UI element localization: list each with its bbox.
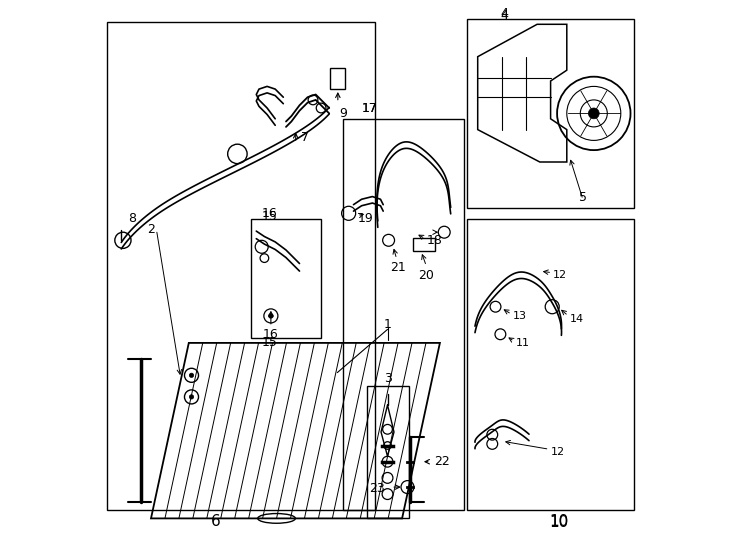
Text: 1: 1 [384,318,391,330]
Text: 19: 19 [357,212,373,225]
Text: 17: 17 [362,102,377,114]
Circle shape [268,313,274,319]
Text: 14: 14 [570,314,584,323]
Text: 2: 2 [147,223,155,236]
Text: 18: 18 [426,234,443,247]
Text: 4: 4 [501,7,509,20]
Text: 16: 16 [262,207,277,220]
Text: 10: 10 [549,515,568,530]
Text: 12: 12 [550,447,564,457]
Text: 22: 22 [435,455,450,468]
Text: 12: 12 [553,271,567,280]
Text: 8: 8 [128,212,136,225]
Text: 15: 15 [262,210,277,222]
Circle shape [189,373,194,377]
Text: 17: 17 [362,102,377,114]
Text: 20: 20 [418,269,435,282]
Circle shape [189,395,194,399]
Text: 10: 10 [549,514,568,529]
Text: 15: 15 [262,336,277,349]
Text: 13: 13 [513,311,527,321]
Circle shape [589,108,599,119]
Text: 9: 9 [339,107,346,120]
Text: 6: 6 [211,514,221,529]
Text: 4: 4 [501,9,509,22]
Text: 7: 7 [301,131,309,144]
Text: 3: 3 [384,372,391,384]
Text: 5: 5 [579,191,587,204]
Text: 23: 23 [369,482,385,495]
Text: 11: 11 [515,338,529,348]
Text: 21: 21 [390,261,406,274]
Text: 16: 16 [263,328,279,341]
